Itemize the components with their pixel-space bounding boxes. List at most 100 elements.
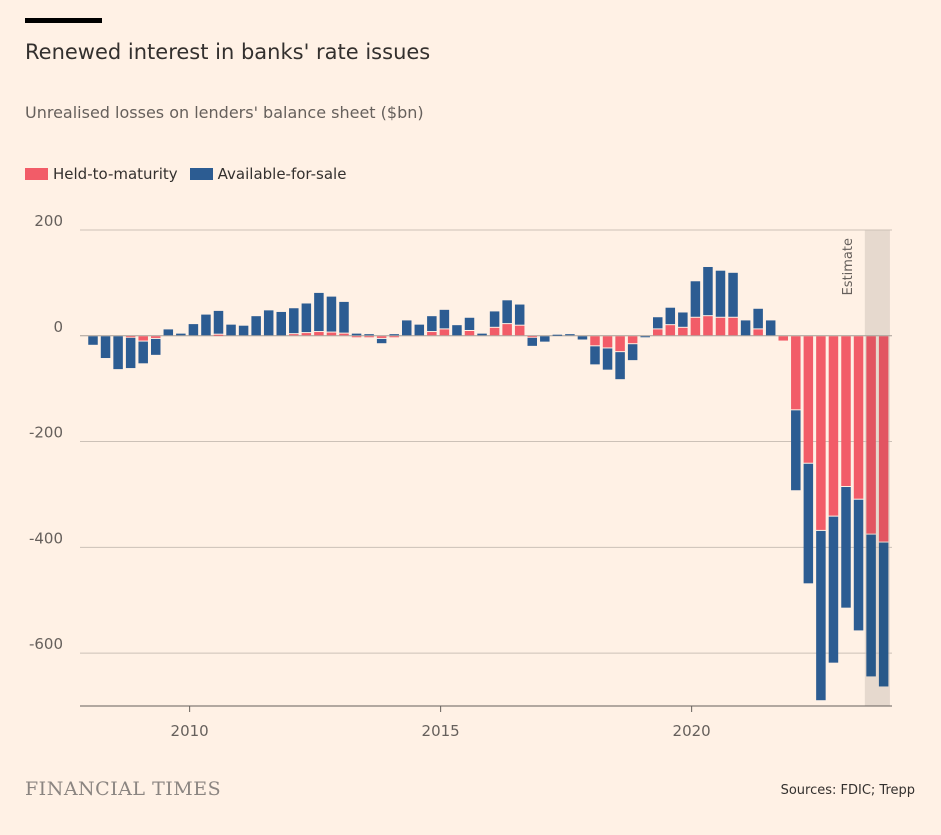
bar-available-for-sale: [414, 324, 425, 336]
bar-available-for-sale: [740, 320, 751, 336]
bar-available-for-sale: [552, 334, 563, 336]
bar-held-to-maturity: [878, 336, 889, 542]
bar-available-for-sale: [427, 316, 437, 332]
bar-held-to-maturity: [703, 316, 713, 336]
bar-available-for-sale: [439, 309, 450, 329]
bar-held-to-maturity: [125, 336, 136, 338]
bar-held-to-maturity: [301, 333, 312, 336]
bar-held-to-maturity: [364, 336, 374, 338]
bar-held-to-maturity: [138, 336, 148, 341]
bar-held-to-maturity: [653, 329, 663, 336]
bar-available-for-sale: [364, 334, 374, 336]
bar-available-for-sale: [816, 530, 826, 701]
bar-available-for-sale: [753, 308, 763, 329]
legend: Held-to-maturity Available-for-sale: [25, 165, 358, 183]
bar-held-to-maturity: [715, 317, 726, 336]
bar-available-for-sale: [376, 338, 387, 344]
bar-available-for-sale: [464, 317, 475, 330]
bar-held-to-maturity: [376, 336, 387, 338]
bar-available-for-sale: [791, 410, 801, 491]
ft-top-rule: [25, 18, 102, 23]
bar-held-to-maturity: [527, 336, 537, 338]
bar-held-to-maturity: [791, 336, 801, 410]
bar-held-to-maturity: [213, 334, 224, 336]
bar-available-for-sale: [828, 516, 839, 663]
bar-held-to-maturity: [690, 317, 701, 336]
y-tick-label: 200: [34, 212, 63, 230]
bar-available-for-sale: [263, 310, 274, 336]
x-tick-label: 2020: [673, 722, 711, 740]
source-note: Sources: FDIC; Trepp: [780, 783, 915, 798]
y-tick-label: -200: [29, 424, 63, 442]
bar-available-for-sale: [238, 325, 249, 336]
y-tick-label: -400: [29, 529, 63, 547]
bar-held-to-maturity: [816, 336, 826, 530]
bar-held-to-maturity: [314, 332, 324, 336]
chart-subtitle: Unrealised losses on lenders' balance sh…: [25, 103, 424, 122]
bar-available-for-sale: [301, 303, 312, 333]
x-tick-label: 2010: [171, 722, 209, 740]
bar-held-to-maturity: [389, 336, 399, 338]
bar-held-to-maturity: [151, 336, 161, 338]
bar-available-for-sale: [176, 333, 186, 336]
bar-available-for-sale: [853, 499, 864, 631]
chart-title: Renewed interest in banks' rate issues: [25, 40, 431, 64]
legend-label: Available-for-sale: [217, 165, 347, 183]
bar-available-for-sale: [627, 344, 638, 361]
legend-item-held-to-maturity: Held-to-maturity: [25, 165, 178, 183]
bar-held-to-maturity: [753, 329, 763, 336]
bar-held-to-maturity: [866, 336, 876, 534]
bar-available-for-sale: [728, 272, 738, 317]
bar-held-to-maturity: [502, 324, 512, 336]
estimate-label: Estimate: [841, 238, 856, 295]
bar-available-for-sale: [715, 270, 726, 317]
bar-available-for-sale: [201, 314, 211, 336]
bar-available-for-sale: [188, 324, 199, 336]
bar-held-to-maturity: [778, 336, 788, 341]
bar-available-for-sale: [477, 333, 487, 336]
bar-held-to-maturity: [590, 336, 600, 346]
bar-available-for-sale: [602, 348, 613, 370]
legend-item-available-for-sale: Available-for-sale: [189, 165, 347, 183]
bar-held-to-maturity: [615, 336, 625, 352]
bar-held-to-maturity: [489, 327, 500, 336]
bar-available-for-sale: [703, 266, 713, 316]
bar-available-for-sale: [665, 307, 676, 325]
bar-available-for-sale: [502, 300, 512, 324]
bar-held-to-maturity: [828, 336, 839, 516]
bar-available-for-sale: [565, 334, 575, 336]
bar-held-to-maturity: [803, 336, 814, 463]
bar-available-for-sale: [289, 308, 299, 334]
bar-available-for-sale: [326, 296, 337, 332]
bar-available-for-sale: [100, 336, 111, 359]
bar-available-for-sale: [151, 338, 161, 355]
bar-available-for-sale: [590, 346, 600, 365]
bar-available-for-sale: [163, 329, 174, 336]
bar-held-to-maturity: [326, 332, 337, 336]
bar-available-for-sale: [213, 310, 224, 334]
bar-available-for-sale: [314, 292, 324, 332]
bar-held-to-maturity: [627, 336, 638, 344]
bar-available-for-sale: [653, 317, 663, 329]
bar-available-for-sale: [640, 336, 650, 338]
bar-available-for-sale: [765, 320, 776, 336]
bar-held-to-maturity: [841, 336, 851, 487]
bar-held-to-maturity: [602, 336, 613, 348]
bar-held-to-maturity: [665, 325, 676, 336]
bar-held-to-maturity: [427, 332, 437, 336]
bar-held-to-maturity: [514, 325, 525, 336]
x-tick-label: 2015: [422, 722, 460, 740]
bar-available-for-sale: [226, 324, 236, 336]
bar-available-for-sale: [276, 311, 286, 336]
bar-held-to-maturity: [339, 333, 349, 336]
ft-logo: FINANCIAL TIMES: [25, 778, 222, 800]
bar-available-for-sale: [251, 316, 261, 336]
bar-available-for-sale: [402, 320, 412, 336]
bar-available-for-sale: [878, 542, 889, 687]
bar-available-for-sale: [88, 336, 98, 345]
bar-held-to-maturity: [289, 334, 299, 336]
bar-available-for-sale: [514, 304, 525, 325]
bar-available-for-sale: [690, 281, 701, 317]
bar-held-to-maturity: [464, 330, 475, 336]
